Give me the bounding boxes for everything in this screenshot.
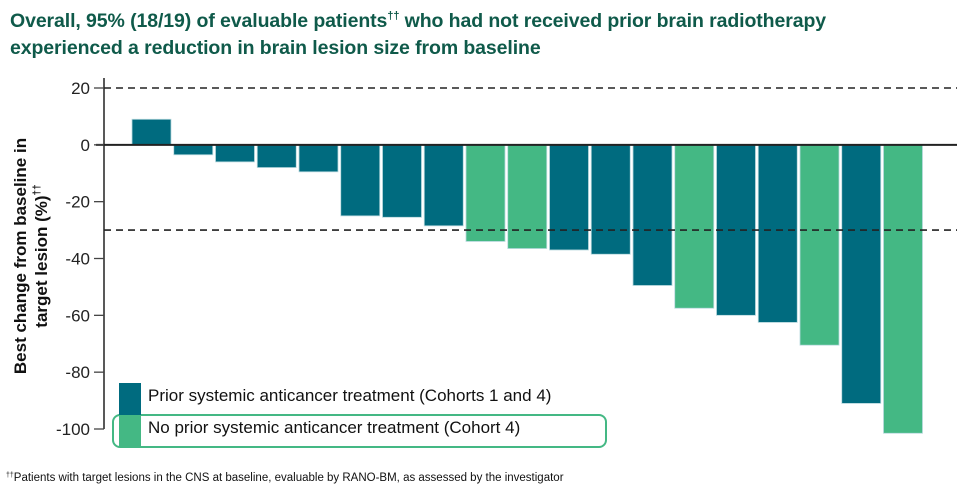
chart-title: Overall, 95% (18/19) of evaluable patien… xyxy=(10,8,960,62)
y-axis-label-line2: target lesion (%) xyxy=(32,195,51,327)
bar-patient-9-no-prior xyxy=(465,144,506,242)
bar-patient-7-prior xyxy=(382,144,422,218)
y-tick-label: -100 xyxy=(56,420,90,439)
legend-highlight-box xyxy=(112,414,607,448)
y-tick-label: -60 xyxy=(65,306,90,325)
bar-patient-12-prior xyxy=(590,144,631,255)
legend-label-no-prior: No prior systemic anticancer treatment (… xyxy=(148,418,521,437)
legend-swatch-no-prior xyxy=(119,415,141,447)
y-axis-label-line1: Best change from baseline in xyxy=(11,138,30,374)
bar-patient-10-no-prior xyxy=(507,144,548,249)
bar-patient-3-prior xyxy=(215,144,255,163)
title-footnote-marker: †† xyxy=(387,10,400,22)
bar-patient-8-prior xyxy=(423,144,464,227)
legend: Prior systemic anticancer treatment (Coh… xyxy=(119,383,609,450)
bar-patient-16-prior xyxy=(757,144,798,323)
title-line1-rest: who had not received prior brain radioth… xyxy=(399,10,827,32)
bar-patient-1-prior xyxy=(131,118,172,146)
y-axis-label: Best change from baseline in xyxy=(11,138,30,374)
bar-patient-14-no-prior xyxy=(674,144,715,309)
footnote-marker: †† xyxy=(6,472,14,479)
bars-group xyxy=(131,118,923,434)
reference-lines xyxy=(104,87,957,231)
y-ticks: 20 0 -20 -40 -60 -80 -100 xyxy=(56,79,104,439)
bar-patient-19-no-prior xyxy=(883,144,923,434)
legend-swatch-prior xyxy=(119,383,141,415)
title-line1-text: Overall, 95% (18/19) of evaluable patien… xyxy=(10,10,388,32)
y-tick-label: 20 xyxy=(71,79,90,98)
legend-label-prior: Prior systemic anticancer treatment (Coh… xyxy=(148,386,552,405)
y-axis-label-sup: †† xyxy=(32,184,43,195)
footnote: ††Patients with target lesions in the CN… xyxy=(6,472,564,484)
bar-patient-4-prior xyxy=(256,144,297,168)
y-tick-label: -40 xyxy=(65,250,90,269)
title-line2-text: experienced a reduction in brain lesion … xyxy=(10,37,541,59)
y-axis-label-2: target lesion (%)†† xyxy=(32,184,51,327)
bar-patient-17-no-prior xyxy=(799,144,840,346)
bar-patient-2-prior xyxy=(173,144,214,156)
bar-patient-5-prior xyxy=(298,144,339,173)
bar-patient-6-prior xyxy=(340,144,381,217)
y-tick-label: 0 xyxy=(81,136,90,155)
footnote-text: Patients with target lesions in the CNS … xyxy=(13,472,564,484)
y-tick-label: -80 xyxy=(65,363,90,382)
bar-patient-11-prior xyxy=(549,144,589,251)
bar-patient-13-prior xyxy=(632,144,673,286)
y-tick-label: -20 xyxy=(65,193,90,212)
bar-patient-18-prior xyxy=(841,144,882,404)
